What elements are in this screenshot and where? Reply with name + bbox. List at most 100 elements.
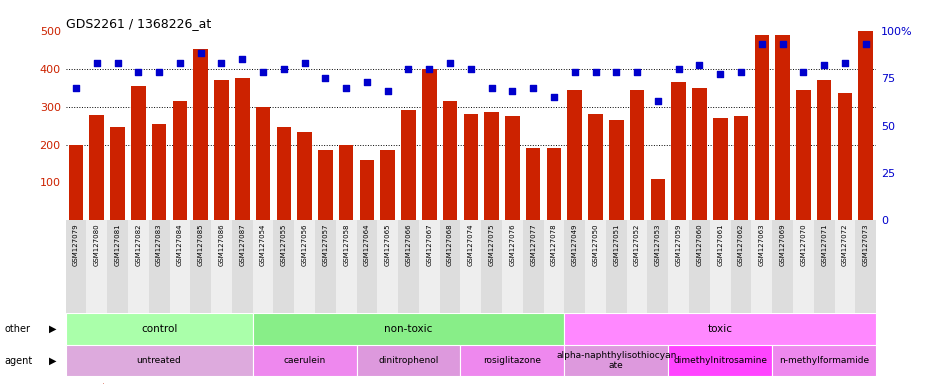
Bar [647,220,667,313]
Text: ■ count: ■ count [66,383,106,384]
Bar [398,220,418,313]
Bar [563,313,875,345]
Bar [584,220,606,313]
Text: GSM127054: GSM127054 [260,223,266,265]
Text: GSM127069: GSM127069 [779,223,784,266]
Text: GSM127074: GSM127074 [467,223,474,266]
Bar [339,144,353,220]
Point [629,70,644,76]
Bar [190,220,211,313]
Point [691,62,706,68]
Bar [855,220,875,313]
Point [774,41,789,47]
Bar [443,101,457,220]
Text: GSM127082: GSM127082 [135,223,141,266]
Text: toxic: toxic [707,324,732,334]
Point [297,60,312,66]
Bar [792,220,812,313]
Text: rosiglitazone: rosiglitazone [483,356,541,365]
Point [484,84,499,91]
Bar [837,93,851,220]
Text: dinitrophenol: dinitrophenol [378,356,438,365]
Bar [110,127,124,220]
Bar [774,35,789,220]
Point [442,60,457,66]
Bar [66,345,253,376]
Point [837,60,852,66]
Bar [357,220,377,313]
Bar [359,160,373,220]
Text: GSM127055: GSM127055 [281,223,286,265]
Text: GSM127057: GSM127057 [322,223,328,266]
Text: GSM127062: GSM127062 [738,223,743,266]
Point [857,41,872,47]
Text: GSM127077: GSM127077 [530,223,535,266]
Bar [418,220,439,313]
Point [235,56,250,62]
Bar [588,114,602,220]
Bar [152,124,167,220]
Text: n-methylformamide: n-methylformamide [778,356,869,365]
Bar [439,220,460,313]
Bar [235,78,249,220]
Point [650,98,665,104]
Point [131,70,146,76]
Text: GSM127049: GSM127049 [571,223,578,266]
Bar [771,220,792,313]
Bar [231,220,253,313]
Point [608,70,623,76]
Text: GDS2261 / 1368226_at: GDS2261 / 1368226_at [66,17,211,30]
Point [421,66,436,72]
Bar [317,150,332,220]
Point [525,84,540,91]
Text: GSM127071: GSM127071 [820,223,826,266]
Bar [688,220,709,313]
Bar [66,313,253,345]
Text: GSM127063: GSM127063 [758,223,764,266]
Bar [253,220,273,313]
Text: GSM127075: GSM127075 [488,223,494,266]
Bar [771,345,875,376]
Bar [377,220,398,313]
Point [317,75,332,81]
Bar [730,220,751,313]
Bar [66,220,86,313]
Bar [525,147,540,220]
Text: control: control [140,324,177,334]
Bar [335,220,357,313]
Point [401,66,416,72]
Bar [692,88,706,220]
Bar [401,110,416,220]
Point [193,50,208,56]
Text: GSM127084: GSM127084 [177,223,183,266]
Text: untreated: untreated [137,356,182,365]
Text: GSM127058: GSM127058 [343,223,349,266]
Text: GSM127083: GSM127083 [156,223,162,266]
Bar [667,220,688,313]
Text: GSM127078: GSM127078 [550,223,556,266]
Bar [149,220,169,313]
Bar [812,220,834,313]
Bar [834,220,855,313]
Point [359,79,374,85]
Text: alpha-naphthylisothiocyan
ate: alpha-naphthylisothiocyan ate [556,351,676,370]
Bar [128,220,149,313]
Text: GSM127086: GSM127086 [218,223,225,266]
Point [753,41,768,47]
Text: agent: agent [5,356,33,366]
Text: other: other [5,324,31,334]
Bar [667,345,771,376]
Bar [543,220,563,313]
Text: GSM127080: GSM127080 [94,223,99,266]
Bar [606,220,626,313]
Bar [650,179,665,220]
Text: GSM127051: GSM127051 [613,223,619,266]
Point [110,60,124,66]
Bar [629,89,644,220]
Text: GSM127067: GSM127067 [426,223,431,266]
Point [172,60,187,66]
Text: GSM127050: GSM127050 [592,223,598,266]
Text: GSM127061: GSM127061 [716,223,723,266]
Bar [460,220,481,313]
Text: GSM127076: GSM127076 [509,223,515,266]
